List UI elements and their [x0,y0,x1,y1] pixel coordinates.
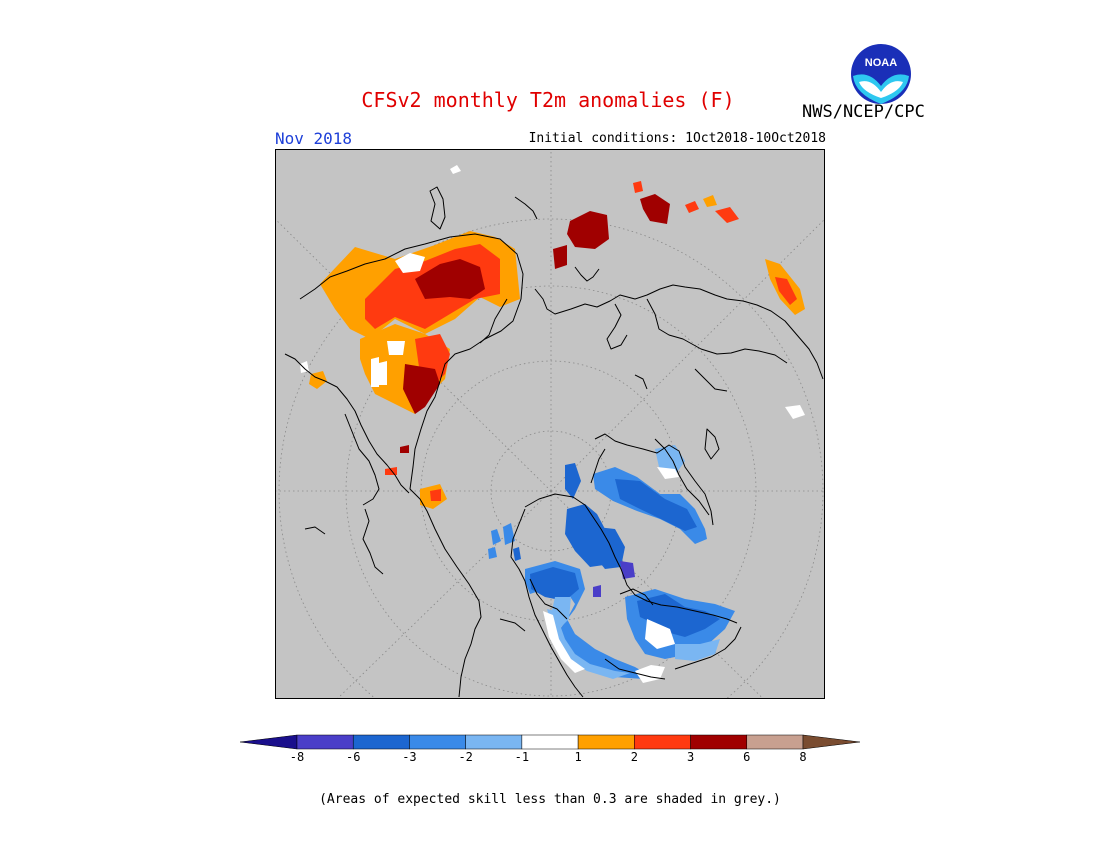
legend-tick-label: -2 [458,750,472,764]
legend-tick-label: 1 [574,750,581,764]
initial-conditions: Initial conditions: 1Oct2018-10Oct2018 [528,131,826,146]
agency-label: NWS/NCEP/CPC [802,102,925,122]
logo-text: NOAA [865,57,897,69]
legend-arrow-high [802,734,860,750]
meridian [550,219,824,492]
noaa-logo-icon: NOAA [851,44,911,104]
legend-tick-label: 6 [743,750,750,764]
legend-tick-label: 3 [687,750,694,764]
legend-bin [746,734,804,750]
skill-footnote: (Areas of expected skill less than 0.3 a… [319,792,781,807]
color-legend: -8 -6 -3 -2 -1 1 2 3 6 8 [240,734,860,764]
legend-arrow-low [240,734,298,750]
meridian [337,490,552,698]
legend-tick-label: -1 [515,750,529,764]
latitude-circle [420,360,682,622]
legend-tick-label: 8 [799,750,806,764]
coastlines [284,186,824,698]
anomaly-map [275,149,825,699]
cold-anomaly-region [488,445,735,683]
legend-tick-label: 2 [631,750,638,764]
legend-bin [465,734,523,750]
legend-bin [521,734,579,750]
latitude-circle [278,218,824,698]
legend-tick-label: -6 [346,750,360,764]
latitude-circle [345,285,757,697]
legend-tick-label: -8 [290,750,304,764]
legend-bin [634,734,691,750]
warm-anomaly-region [553,181,805,419]
valid-month: Nov 2018 [275,129,353,148]
legend-bin [352,734,410,750]
legend-bin [296,734,354,750]
legend-bin [409,734,466,750]
legend-tick-label: -3 [402,750,416,764]
legend-bin [690,734,748,750]
map-frame [275,149,825,699]
warm-anomaly-region [300,165,520,509]
map-title: CFSv2 monthly T2m anomalies (F) [361,88,735,112]
legend-bin [577,734,635,750]
